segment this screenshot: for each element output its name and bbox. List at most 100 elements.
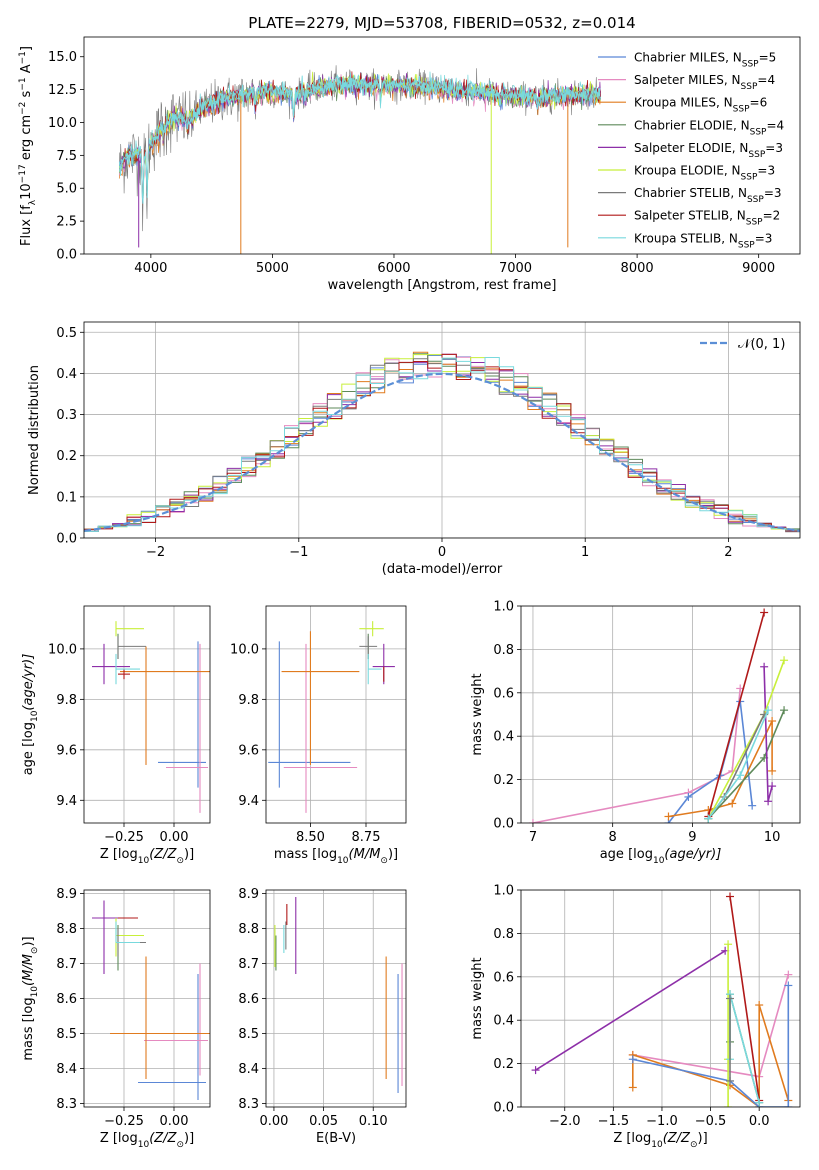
y-tick-label: 0.4 [493, 1014, 514, 1029]
error-point [115, 621, 144, 637]
mass-weight-series [724, 940, 733, 1107]
y-axis-label: Normed distribution [27, 365, 42, 495]
error-point [138, 974, 206, 1100]
y-tick-label: 0.4 [56, 367, 77, 382]
error-point [117, 636, 146, 659]
y-tick-label: 9.4 [238, 794, 259, 809]
x-tick-label: 0.10 [359, 1114, 388, 1129]
plot-area-mass-vs-EBV [266, 890, 406, 1107]
x-tick-label: 6000 [377, 261, 410, 276]
x-tick-label: 10 [764, 830, 781, 845]
y-tick-label: 8.4 [56, 1062, 77, 1077]
y-tick-label: 0.2 [493, 773, 514, 788]
plot-area-massweight-vs-Z [521, 890, 800, 1107]
y-tick-label: 0.2 [56, 449, 77, 464]
y-tick-label: 9.6 [238, 743, 259, 758]
y-tick-label: 8.9 [238, 887, 259, 902]
x-tick-label: 0.00 [160, 830, 189, 845]
x-tick-label: 8 [609, 830, 617, 845]
x-tick-label: −1 [289, 545, 308, 560]
series-line [535, 950, 726, 1071]
x-axis-label: (data-model)/error [382, 562, 503, 577]
panel-massweight-vs-age: 7 8 9 10 0.0 0.2 0.4 0.6 0.8 1.0 age [log10(age/yr… [470, 600, 801, 866]
x-tick-label: −0.5 [695, 1114, 727, 1129]
y-axis-label: mass weight [470, 673, 485, 755]
error-point [115, 918, 144, 957]
y-tick-label: 0.2 [493, 1057, 514, 1072]
y-tick-label: 8.6 [238, 992, 259, 1007]
error-point [115, 653, 140, 685]
x-tick-label: −1.0 [646, 1114, 678, 1129]
x-tick-label: −0.25 [104, 1114, 144, 1129]
y-tick-label: 8.5 [238, 1027, 259, 1042]
x-tick-label: 0 [438, 545, 446, 560]
x-tick-label: 9 [688, 830, 696, 845]
error-point [268, 641, 351, 788]
y-tick-label: 8.3 [238, 1097, 259, 1112]
error-point [158, 641, 206, 788]
error-point [281, 631, 360, 765]
y-tick-label: 8.7 [238, 957, 259, 972]
y-axis-label: age [log10(age/yr)] [21, 654, 40, 776]
y-tick-label: 8.4 [238, 1062, 259, 1077]
error-point [144, 963, 208, 1076]
y-tick-label: 8.8 [238, 922, 259, 937]
x-tick-label: 7000 [499, 261, 532, 276]
x-tick-label: −1.5 [598, 1114, 630, 1129]
x-tick-label: 8000 [621, 261, 654, 276]
axes-frame [83, 36, 801, 255]
x-axis-label: Z [log10(Z/Z⊙)] [100, 1131, 194, 1150]
x-tick-label: −0.25 [104, 830, 144, 845]
error-point [367, 653, 382, 685]
x-tick-label: 4000 [134, 261, 167, 276]
x-tick-label: 8.75 [352, 830, 381, 845]
x-axis-label: E(B-V) [316, 1131, 356, 1146]
series-line [729, 896, 760, 1101]
y-tick-label: 10.0 [48, 116, 77, 131]
y-tick-label: 9.6 [56, 743, 77, 758]
normal-curve [84, 372, 800, 532]
legend-entry: 𝒩(0, 1) [738, 337, 785, 352]
y-axis-label: mass weight [470, 957, 485, 1039]
x-axis-label: wavelength [Angstrom, rest frame] [328, 278, 557, 293]
y-tick-label: 7.5 [56, 149, 77, 164]
x-tick-label: 0.00 [259, 1114, 288, 1129]
panel-residuals: −2 −1 0 1 2 0.0 0.1 0.2 0.3 0.4 0.5 (data-model)/er… [27, 321, 801, 577]
x-axis-label: age [log10(age/yr)] [600, 847, 722, 866]
plot-area-mass-vs-Z [84, 890, 210, 1107]
y-tick-label: 5.0 [56, 182, 77, 197]
legend: 𝒩(0, 1) [700, 337, 785, 352]
error-point [110, 956, 210, 1079]
axes-frame [265, 605, 407, 824]
x-tick-label: 8.50 [296, 830, 325, 845]
series-line [667, 701, 753, 823]
x-tick-label: −2.0 [549, 1114, 581, 1129]
mass-weight-series [726, 994, 735, 1085]
legend-entry: Salpeter MILES, NSSP=4 [634, 73, 775, 92]
y-tick-label: 8.8 [56, 922, 77, 937]
y-tick-label: 0.4 [493, 730, 514, 745]
error-point [359, 621, 384, 637]
x-tick-label: −2 [146, 545, 165, 560]
plot-area-age-vs-mass [266, 606, 406, 823]
error-point [283, 643, 358, 813]
y-tick-label: 10.0 [48, 642, 77, 657]
x-tick-label: 9000 [742, 261, 775, 276]
axes-frame [520, 889, 801, 1108]
plot-area-massweight-vs-age [521, 606, 800, 823]
y-axis-label: Flux [fλ10−17 erg cm−2 s−1 A−1] [18, 46, 38, 246]
legend-entry: Salpeter STELIB, NSSP=2 [634, 209, 780, 228]
legend-entry: Kroupa ELODIE, NSSP=3 [634, 164, 775, 183]
x-tick-label: 0.00 [160, 1114, 189, 1129]
error-point [166, 643, 208, 813]
series-line [632, 985, 790, 1107]
model-spectrum-line-top [118, 75, 602, 204]
x-axis-label: Z [log10(Z/Z⊙)] [100, 847, 194, 866]
axes-frame [265, 889, 407, 1108]
axes-frame [520, 605, 801, 824]
y-tick-label: 0.0 [56, 532, 77, 547]
error-point [120, 646, 210, 765]
model-spectrum-line [119, 73, 601, 197]
legend-entry: Chabrier STELIB, NSSP=3 [634, 186, 782, 205]
